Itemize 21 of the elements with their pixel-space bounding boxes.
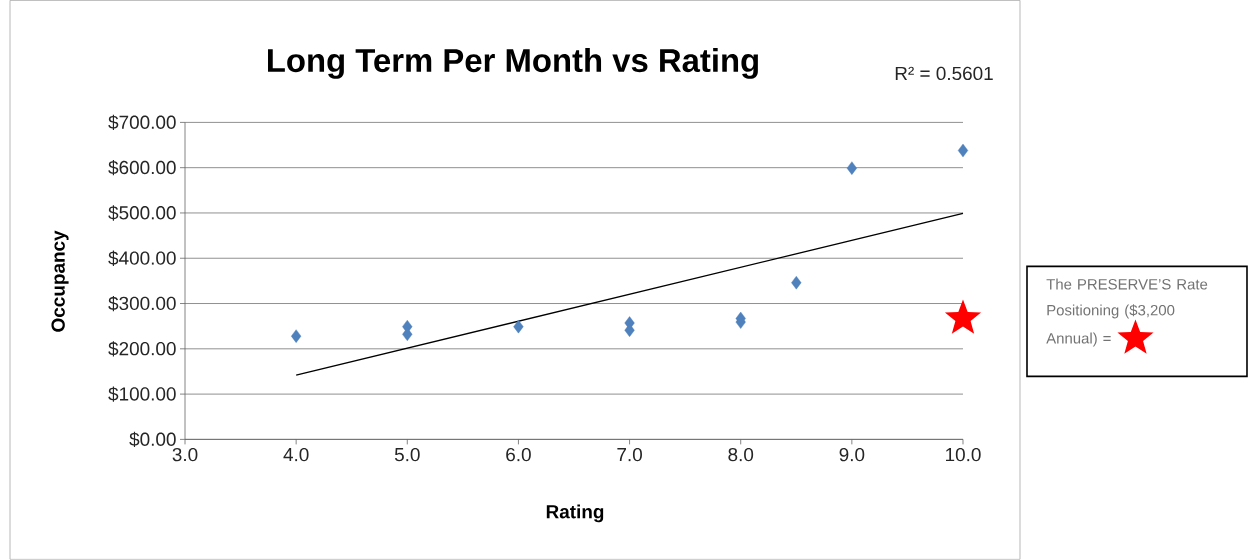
- y-tick-label: $200.00: [108, 341, 176, 357]
- y-tick-label: $600.00: [108, 160, 176, 176]
- y-tick-label: $500.00: [108, 205, 176, 221]
- text: The PRESERVE’S Rate Positioning ($3,200 Annual) =: [1046, 278, 1208, 347]
- x-tick-label: 10.0: [946, 448, 981, 462]
- x-tick-label: 7.0: [617, 448, 642, 462]
- y-tick-label: $700.00: [108, 114, 176, 131]
- y-axis-title: Occupancy: [51, 230, 69, 332]
- x-tick-label: 8.0: [728, 448, 754, 462]
- x-tick-label: 6.0: [506, 448, 531, 462]
- y-tick-label: $100.00: [108, 386, 176, 402]
- x-axis-title: Rating: [546, 504, 604, 523]
- chart-title: Long Term Per Month vs Rating: [268, 48, 758, 79]
- x-tick-label: 4.0: [283, 448, 309, 462]
- y-tick-label: $400.00: [108, 250, 176, 267]
- text: R² = 0.5601: [895, 66, 993, 81]
- x-tick-label: 3.0: [172, 448, 198, 462]
- x-tick-label: 9.0: [839, 448, 865, 462]
- y-tick-label: $300.00: [108, 295, 176, 312]
- y-tick-label: $0.00: [129, 431, 176, 448]
- x-tick-label: 5.0: [394, 448, 420, 462]
